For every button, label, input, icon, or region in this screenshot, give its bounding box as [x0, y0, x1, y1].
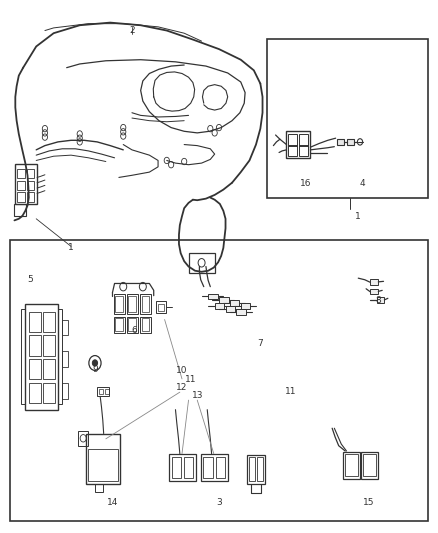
Text: 10: 10	[176, 367, 188, 375]
Bar	[14, 205, 26, 216]
Text: 1: 1	[68, 244, 74, 253]
Bar	[62, 351, 67, 367]
Bar	[43, 335, 55, 356]
Text: 16: 16	[300, 179, 312, 188]
Bar	[346, 139, 354, 144]
Bar	[62, 383, 67, 399]
Bar	[345, 454, 358, 477]
Bar	[17, 181, 25, 190]
Bar	[25, 304, 58, 410]
Bar	[29, 383, 41, 403]
Bar	[43, 359, 55, 379]
Bar	[288, 134, 297, 146]
Bar	[95, 484, 103, 492]
Bar	[203, 457, 213, 478]
Bar	[88, 449, 118, 481]
Bar	[215, 303, 224, 309]
Text: 11: 11	[285, 386, 297, 395]
Bar	[127, 317, 138, 333]
Text: 13: 13	[192, 391, 204, 400]
Bar	[140, 317, 151, 333]
Bar	[250, 457, 255, 481]
Bar	[116, 318, 123, 330]
Bar	[226, 306, 235, 312]
Bar	[219, 297, 229, 303]
Bar	[141, 296, 149, 312]
Bar	[128, 296, 136, 312]
Bar	[86, 433, 120, 484]
Bar	[17, 169, 25, 179]
Text: 5: 5	[27, 275, 32, 284]
Bar	[343, 452, 360, 479]
Text: 4: 4	[360, 179, 365, 188]
Text: 15: 15	[364, 498, 375, 507]
Circle shape	[92, 360, 98, 366]
Bar	[247, 455, 265, 484]
Bar	[29, 312, 41, 332]
Bar	[78, 431, 88, 446]
Text: 2: 2	[129, 26, 135, 35]
Bar	[267, 38, 428, 198]
Bar	[27, 192, 35, 202]
Text: 12: 12	[177, 383, 188, 392]
Bar	[377, 297, 385, 303]
Text: 9: 9	[92, 366, 98, 374]
Bar	[158, 304, 164, 311]
Bar	[241, 303, 251, 309]
Bar	[27, 181, 35, 190]
Bar	[336, 139, 344, 144]
Bar	[116, 296, 123, 312]
Bar	[184, 457, 193, 478]
Bar	[286, 131, 311, 158]
Text: 6: 6	[131, 326, 137, 335]
Bar	[43, 312, 55, 332]
Bar	[201, 454, 228, 481]
Bar	[208, 294, 218, 300]
Bar	[114, 317, 125, 333]
Bar	[58, 309, 62, 405]
Text: 3: 3	[216, 498, 222, 507]
Bar	[230, 300, 240, 306]
Bar	[172, 457, 181, 478]
Bar	[105, 389, 109, 394]
Bar	[257, 457, 262, 481]
Bar	[62, 319, 67, 335]
Bar	[215, 457, 225, 478]
Bar	[29, 359, 41, 379]
Bar	[127, 294, 138, 314]
Bar	[299, 134, 308, 146]
Text: 14: 14	[107, 498, 118, 507]
Bar	[363, 454, 376, 477]
Bar	[10, 240, 428, 521]
Bar	[299, 144, 308, 156]
Bar	[128, 318, 136, 330]
Bar	[361, 452, 378, 479]
Bar	[371, 289, 378, 294]
Text: 11: 11	[185, 375, 197, 384]
Bar	[43, 383, 55, 403]
Bar	[169, 454, 196, 481]
Bar	[114, 294, 125, 314]
Bar	[27, 169, 35, 179]
Bar	[15, 164, 37, 204]
Bar	[97, 387, 110, 397]
Bar	[141, 318, 149, 330]
Bar	[371, 279, 378, 285]
Text: 1: 1	[355, 212, 361, 221]
Text: 8: 8	[375, 296, 381, 305]
Bar	[99, 389, 103, 394]
Text: 7: 7	[258, 339, 263, 348]
Bar	[29, 335, 41, 356]
Bar	[21, 309, 25, 405]
Bar	[288, 144, 297, 156]
Bar	[17, 192, 25, 202]
Bar	[156, 302, 166, 313]
Bar	[140, 294, 151, 314]
Bar	[188, 253, 215, 273]
Bar	[237, 310, 246, 316]
